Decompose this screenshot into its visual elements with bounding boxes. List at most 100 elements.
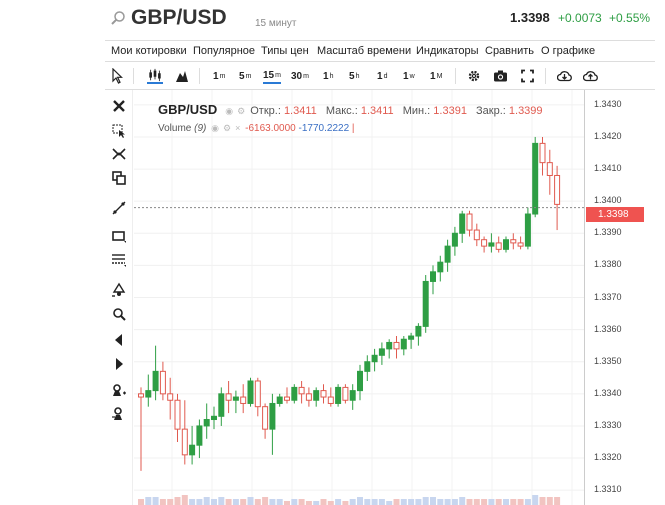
- price-tick-label: 1.3420: [594, 130, 622, 141]
- trend-line-icon[interactable]: [111, 200, 127, 216]
- price-tick-label: 1.3340: [594, 387, 622, 398]
- candle-up: [437, 261, 444, 273]
- price-tick-label: 1.3370: [594, 291, 622, 302]
- candle-down: [466, 213, 473, 231]
- candle-down: [240, 396, 247, 404]
- volume-bar: [232, 499, 239, 505]
- drawing-tools-panel: [105, 90, 133, 505]
- change-absolute: +0.0073: [558, 11, 602, 25]
- quote-header: GBP/USD 15 минут 1.3398 +0.0073 +0.55%: [0, 0, 665, 40]
- price-chart[interactable]: [134, 90, 584, 505]
- candle-up: [291, 386, 298, 401]
- price-tick-label: 1.3310: [594, 484, 622, 495]
- candle-down: [473, 229, 480, 241]
- interval-15m[interactable]: 15 m: [263, 68, 281, 84]
- candle-up: [400, 338, 407, 350]
- volume-label: Volume: [158, 123, 192, 134]
- volume-bar: [546, 497, 553, 505]
- ohlc-legend: GBP/USD ◉ ⚙ Откр.: 1.3411 Макс.: 1.3411 Ми…: [158, 102, 549, 117]
- visibility-eye-icon[interactable]: ◉: [225, 106, 234, 116]
- price-tick-label: 1.3350: [594, 355, 622, 366]
- menu-indicators[interactable]: Индикаторы: [416, 45, 479, 57]
- open-label: Откр.:: [250, 105, 281, 117]
- menu-popular[interactable]: Популярное: [193, 45, 256, 57]
- close-label: Закр.:: [476, 105, 506, 117]
- high-value: 1.3411: [360, 105, 394, 117]
- candle-up: [247, 380, 254, 404]
- price-tick-label: 1.3430: [594, 98, 622, 109]
- volume-bar: [211, 499, 217, 505]
- select-tool-icon[interactable]: [111, 122, 127, 138]
- remove-drawings-icon[interactable]: [111, 406, 127, 422]
- volume-settings-icon[interactable]: ⚙: [223, 123, 232, 133]
- low-value: 1.3391: [433, 105, 467, 117]
- close-icon[interactable]: [111, 98, 127, 114]
- volume-close-icon[interactable]: ×: [235, 123, 241, 133]
- arrow-right-icon[interactable]: [111, 356, 127, 372]
- interval-30m[interactable]: 30 m: [291, 70, 309, 82]
- volume-bar: [488, 499, 495, 505]
- price-tick-label: 1.3390: [594, 227, 622, 238]
- magnet-tool-icon[interactable]: [111, 282, 127, 298]
- open-value: 1.3411: [283, 105, 317, 117]
- fibonacci-lines-icon[interactable]: [111, 252, 127, 268]
- candle-down: [167, 393, 174, 401]
- menu-price-types[interactable]: Типы цен: [261, 45, 309, 57]
- volume-bar: [181, 495, 188, 505]
- legend-symbol: GBP/USD: [158, 102, 218, 117]
- candlestick-type-icon[interactable]: [147, 68, 163, 84]
- cursor-icon[interactable]: [111, 68, 123, 84]
- candle-down: [481, 239, 488, 247]
- volume-bar: [415, 499, 422, 505]
- price-tick-label: 1.3360: [594, 323, 622, 334]
- zoom-tool-icon[interactable]: [111, 306, 127, 322]
- candle-down: [546, 162, 553, 176]
- candle-down: [393, 341, 400, 350]
- candle-down: [510, 239, 517, 244]
- volume-bar: [240, 499, 247, 505]
- clone-icon[interactable]: [111, 170, 127, 186]
- menu-my-quotes[interactable]: Мои котировки: [111, 45, 187, 57]
- volume-bar: [400, 499, 407, 505]
- volume-bar: [357, 497, 363, 505]
- area-type-icon[interactable]: [175, 68, 189, 84]
- candle-up: [152, 370, 159, 392]
- menu-time-scale[interactable]: Масштаб времени: [317, 45, 412, 57]
- candle-down: [284, 396, 290, 401]
- volume-bar: [444, 499, 451, 505]
- volume-bar: [276, 499, 283, 505]
- rectangle-tool-icon[interactable]: [111, 228, 127, 244]
- fullscreen-icon[interactable]: [521, 68, 534, 84]
- crosshair-zoom-icon[interactable]: [111, 146, 127, 162]
- volume-bar: [386, 501, 393, 505]
- candle-down: [554, 174, 561, 205]
- volume-bar: [298, 499, 305, 505]
- upload-cloud-icon[interactable]: [583, 68, 598, 84]
- price-axis[interactable]: [584, 90, 660, 505]
- settings-gear-icon[interactable]: [467, 68, 481, 84]
- candle-up: [349, 390, 356, 401]
- menu-about-chart[interactable]: О графике: [541, 45, 596, 57]
- candle-down: [181, 428, 188, 456]
- arrow-left-icon[interactable]: [111, 332, 127, 348]
- menu-compare[interactable]: Сравнить: [485, 45, 535, 57]
- volume-bar: [408, 499, 415, 505]
- download-cloud-icon[interactable]: [557, 68, 572, 84]
- change-percent: +0.55%: [609, 11, 651, 25]
- candle-down: [138, 393, 144, 398]
- camera-icon[interactable]: [493, 68, 508, 84]
- lock-drawings-icon[interactable]: [111, 382, 127, 398]
- search-icon[interactable]: [110, 10, 126, 26]
- volume-bar: [495, 499, 502, 505]
- volume-eye-icon[interactable]: ◉: [211, 123, 220, 133]
- candle-up: [196, 425, 203, 446]
- settings-small-icon[interactable]: ⚙: [237, 106, 246, 116]
- volume-bar: [145, 497, 152, 505]
